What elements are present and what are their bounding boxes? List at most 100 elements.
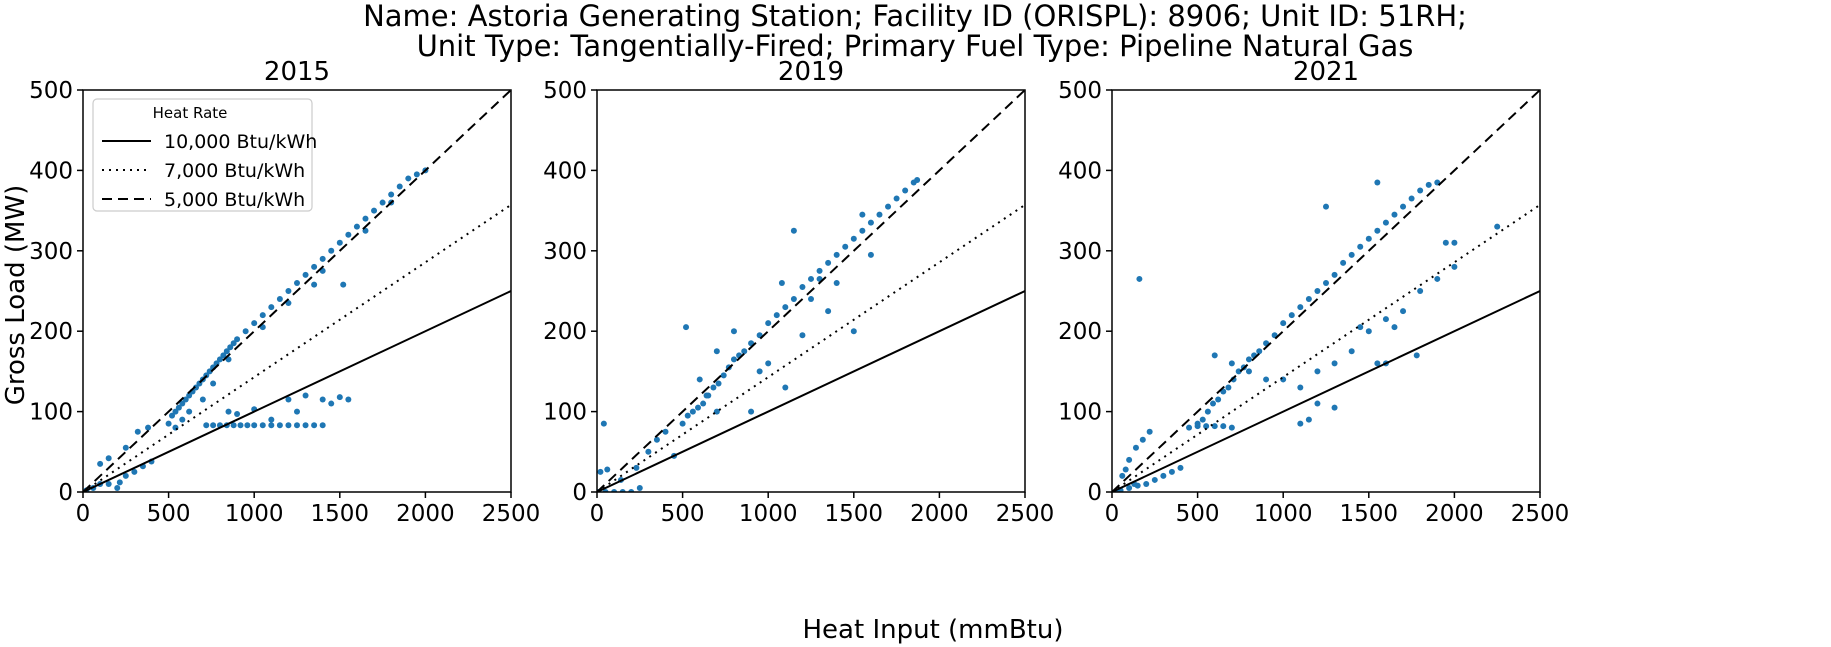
data-point [216, 356, 223, 363]
data-point [684, 412, 691, 419]
data-point [172, 408, 179, 415]
legend-label: 5,000 Btu/kWh [164, 189, 305, 211]
heat-rate-line-7000 [83, 204, 511, 492]
y-tick-label: 500 [543, 78, 587, 104]
data-point [319, 396, 326, 403]
data-point [1451, 263, 1458, 270]
data-point [1122, 466, 1129, 473]
data-point [850, 235, 857, 242]
data-point [825, 308, 832, 315]
data-point [285, 396, 292, 403]
data-point [220, 352, 227, 359]
data-point [1374, 227, 1381, 234]
data-point [1168, 468, 1175, 475]
data-point [145, 424, 152, 431]
data-point [713, 348, 720, 355]
x-tick-label: 0 [1105, 501, 1120, 527]
data-point [1374, 360, 1381, 367]
data-point [893, 195, 900, 202]
data-point [1297, 304, 1304, 311]
data-point [689, 408, 696, 415]
data-point [799, 332, 806, 339]
data-point [1160, 472, 1167, 479]
data-point [808, 275, 814, 282]
data-point [1211, 423, 1218, 430]
data-point [1211, 352, 1218, 359]
data-point [1305, 296, 1312, 303]
data-point [1204, 408, 1211, 415]
data-point [230, 422, 237, 429]
data-point [683, 324, 690, 331]
data-point [1146, 428, 1153, 435]
data-point [1119, 472, 1126, 479]
x-tick-label: 1500 [1340, 501, 1399, 527]
data-point [186, 392, 193, 399]
data-point [1297, 420, 1304, 427]
heat-rate-line-7000 [597, 204, 1025, 492]
data-point [782, 304, 789, 311]
data-point [604, 466, 611, 473]
data-point [1139, 436, 1146, 443]
data-point [1425, 181, 1432, 188]
data-point [302, 422, 309, 429]
y-tick-label: 0 [58, 480, 73, 506]
data-point [1357, 243, 1364, 250]
data-point [319, 422, 326, 429]
x-axis-label: Heat Input (mmBtu) [803, 615, 1064, 645]
data-point [210, 422, 217, 429]
data-point [662, 428, 669, 435]
data-point [790, 227, 797, 234]
legend-label: 7,000 Btu/kWh [164, 160, 305, 182]
data-point [97, 460, 104, 467]
data-point [340, 281, 347, 288]
data-point [1136, 275, 1143, 282]
data-point [122, 444, 129, 451]
data-point [105, 480, 112, 487]
data-point [859, 211, 866, 218]
y-tick-label: 200 [1058, 319, 1102, 345]
data-point [816, 267, 823, 274]
data-point [876, 211, 883, 218]
x-tick-label: 2000 [1425, 501, 1484, 527]
data-point [379, 199, 386, 206]
data-point [302, 271, 309, 278]
heat-rate-lines [83, 90, 511, 492]
data-point [1151, 476, 1158, 483]
y-tick-label: 500 [29, 78, 73, 104]
data-point [825, 259, 832, 266]
panel-title: 2021 [1293, 57, 1359, 87]
data-point [268, 304, 275, 311]
heat-rate-line-10000 [597, 290, 1025, 492]
data-point [914, 177, 921, 184]
x-tick-label: 2500 [482, 501, 541, 527]
data-point [114, 484, 121, 491]
data-point [799, 283, 806, 290]
data-point [172, 424, 179, 431]
chart-panel-2021: 2021 0 500 1000 1500 2000 2500 0 100 200 300 400 500 [1058, 57, 1569, 527]
data-point [850, 328, 857, 335]
data-point [134, 428, 141, 435]
x-tick-label: 0 [590, 501, 605, 527]
data-point [1256, 348, 1263, 355]
data-point [1400, 308, 1407, 315]
data-point [319, 255, 326, 262]
data-point [186, 408, 193, 415]
y-tick-label: 100 [543, 400, 587, 426]
y-tick-label: 300 [1058, 239, 1102, 265]
data-point [808, 296, 814, 303]
data-point [1305, 416, 1312, 423]
data-point [790, 296, 797, 303]
data-point [1494, 223, 1501, 230]
panel-title: 2015 [264, 57, 330, 87]
data-point [1143, 480, 1150, 487]
data-point [122, 472, 129, 479]
data-point [720, 372, 727, 379]
data-point [302, 392, 309, 399]
data-point [362, 215, 369, 222]
heat-rate-lines [1112, 90, 1540, 492]
data-point [1210, 400, 1217, 407]
panel-title: 2019 [778, 57, 844, 87]
data-point [388, 191, 395, 198]
